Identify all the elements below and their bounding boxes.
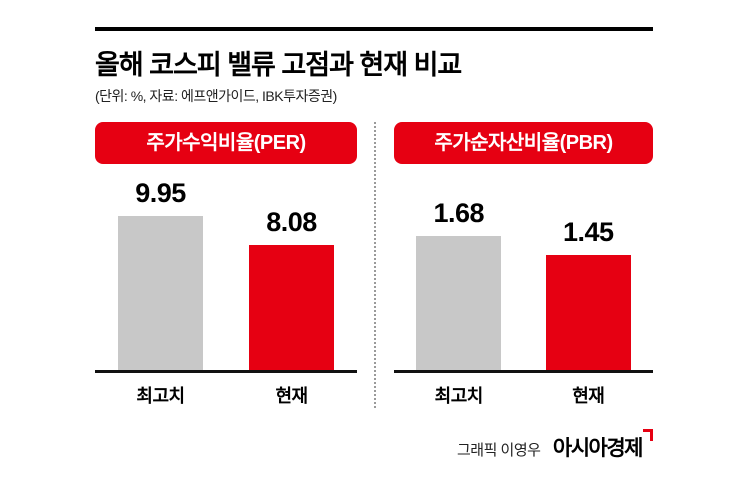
content-area: 올해 코스피 밸류 고점과 현재 비교 (단위: %, 자료: 에프앤가이드, … [95,27,653,462]
bar-current [545,255,631,370]
per-plot: 9.95 8.08 [95,164,357,373]
bar-highest [416,236,502,370]
brand-mark-icon [643,429,653,441]
bar-group-highest: 1.68 [416,198,502,370]
bar-highest [118,216,203,370]
bar-group-current: 8.08 [249,207,334,370]
bar-value: 1.45 [562,217,614,247]
category-labels: 최고치 현재 [394,382,653,408]
chart-panels: 주가수익비율(PER) 9.95 8.08 최고치 현재 [95,122,653,408]
credit-text: 그래픽 이영우 [456,442,541,459]
per-badge: 주가수익비율(PER) [95,122,357,164]
brand-logo: 아시아경제 [552,429,653,460]
bar-category-label: 최고치 [434,386,484,406]
pbr-panel: 주가순자산비율(PBR) 1.68 1.45 최고치 현재 [374,122,653,408]
source-note: (단위: %, 자료: 에프앤가이드, IBK투자증권) [95,88,337,104]
bar-value: 9.95 [135,178,186,208]
category-labels: 최고치 현재 [95,382,357,408]
brand-name: 아시아경제 [552,437,644,460]
bar-value: 1.68 [433,198,485,228]
bar-value: 8.08 [266,207,317,237]
bar-category-label: 현재 [572,386,605,406]
bar-group-highest: 9.95 [118,178,203,370]
pbr-badge: 주가순자산비율(PBR) [394,122,653,164]
top-rule [95,27,653,31]
bar-category-label: 현재 [275,386,308,406]
page-title: 올해 코스피 밸류 고점과 현재 비교 [95,50,462,80]
bar-group-current: 1.45 [545,217,631,370]
per-panel: 주가수익비율(PER) 9.95 8.08 최고치 현재 [95,122,374,408]
credits: 그래픽 이영우 아시아경제 [95,429,653,462]
pbr-plot: 1.68 1.45 [394,164,653,373]
bar-category-label: 최고치 [136,386,185,406]
bar-current [249,245,334,370]
